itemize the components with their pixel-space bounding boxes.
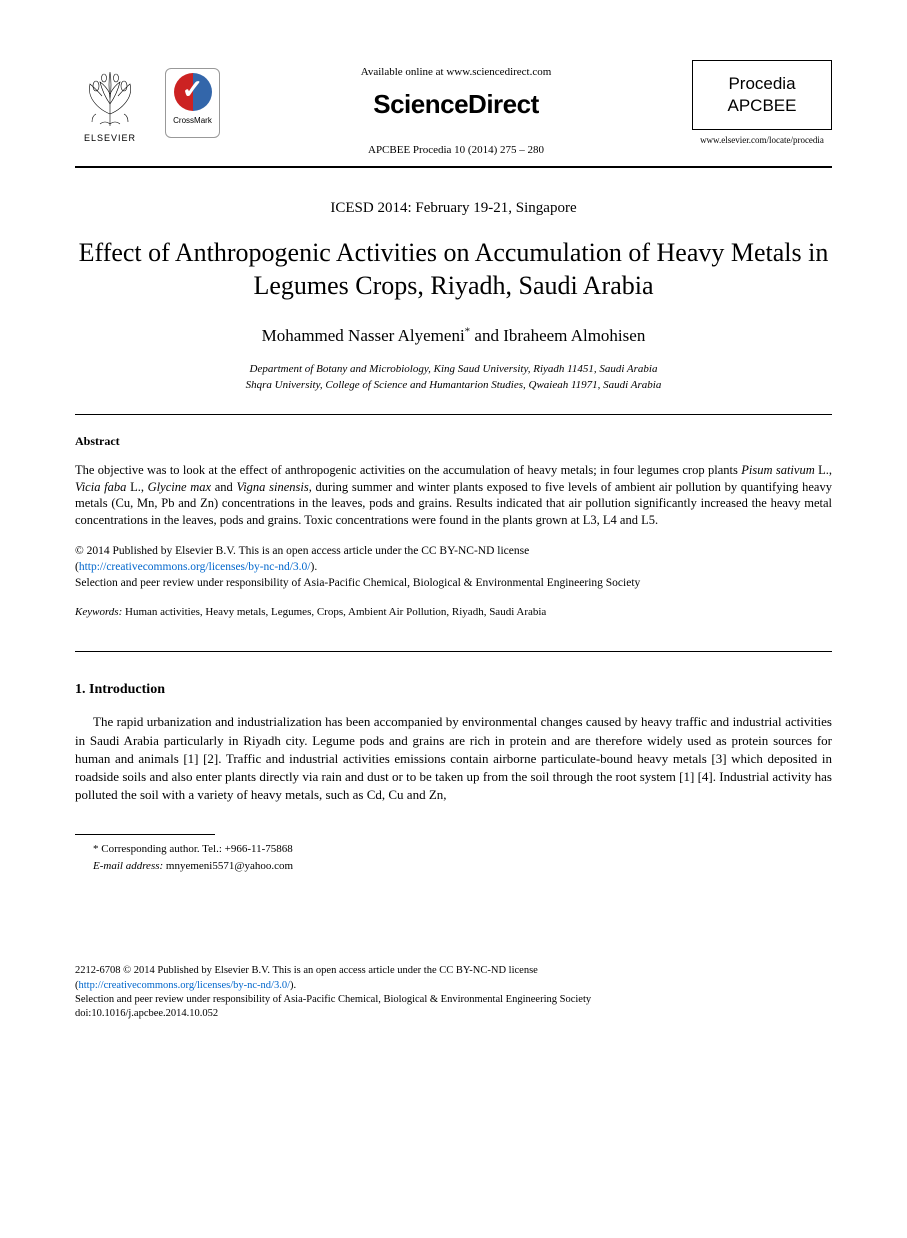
copyright-line1: © 2014 Published by Elsevier B.V. This i… bbox=[75, 543, 832, 559]
copyright-block: © 2014 Published by Elsevier B.V. This i… bbox=[75, 543, 832, 591]
affiliation-2: Shqra University, College of Science and… bbox=[75, 378, 832, 394]
crossmark-label: CrossMark bbox=[173, 115, 212, 126]
authors-text: Mohammed Nasser Alyemeni* and Ibraheem A… bbox=[262, 326, 646, 345]
elsevier-locate-url: www.elsevier.com/locate/procedia bbox=[692, 134, 832, 147]
conference-line: ICESD 2014: February 19-21, Singapore bbox=[75, 198, 832, 219]
affiliations: Department of Botany and Microbiology, K… bbox=[75, 362, 832, 394]
procedia-line1: Procedia bbox=[701, 73, 823, 95]
species-2: Vicia faba bbox=[75, 480, 126, 494]
procedia-line2: APCBEE bbox=[701, 95, 823, 117]
header-center: Available online at www.sciencedirect.co… bbox=[220, 60, 692, 158]
species-3: Glycine max bbox=[148, 480, 211, 494]
intro-paragraph: The rapid urbanization and industrializa… bbox=[75, 713, 832, 804]
footer-license-link[interactable]: http://creativecommons.org/licenses/by-n… bbox=[79, 980, 291, 991]
species-1: Pisum sativum bbox=[741, 463, 815, 477]
copyright-line2: (http://creativecommons.org/licenses/by-… bbox=[75, 559, 832, 575]
elsevier-label: ELSEVIER bbox=[84, 132, 136, 145]
procedia-box: Procedia APCBEE bbox=[692, 60, 832, 130]
keywords-line: Keywords: Human activities, Heavy metals… bbox=[75, 605, 832, 620]
affiliation-rule bbox=[75, 414, 832, 415]
corresponding-author: * Corresponding author. Tel.: +966-11-75… bbox=[93, 841, 832, 858]
crossmark-icon: ✓ bbox=[174, 73, 212, 111]
elsevier-tree-icon bbox=[78, 64, 143, 129]
footer-block: 2212-6708 © 2014 Published by Elsevier B… bbox=[75, 964, 832, 1021]
email-line: E-mail address: mnyemeni5571@yahoo.com bbox=[93, 858, 832, 875]
elsevier-logo: ELSEVIER bbox=[75, 60, 145, 145]
authors-line: Mohammed Nasser Alyemeni* and Ibraheem A… bbox=[75, 324, 832, 348]
header-left-logos: ELSEVIER ✓ CrossMark bbox=[75, 60, 220, 145]
journal-reference: APCBEE Procedia 10 (2014) 275 – 280 bbox=[220, 143, 692, 158]
footer-issn-line: 2212-6708 © 2014 Published by Elsevier B… bbox=[75, 964, 832, 978]
species-4: Vigna sinensis bbox=[237, 480, 309, 494]
footer-peer-review: Selection and peer review under responsi… bbox=[75, 993, 832, 1007]
keywords-label: Keywords: bbox=[75, 606, 122, 618]
keywords-text: Human activities, Heavy metals, Legumes,… bbox=[122, 606, 546, 618]
section-1-heading: 1. Introduction bbox=[75, 680, 832, 700]
header-right: Procedia APCBEE www.elsevier.com/locate/… bbox=[692, 60, 832, 147]
email-value: mnyemeni5571@yahoo.com bbox=[163, 860, 293, 872]
abstract-heading: Abstract bbox=[75, 433, 832, 450]
footnote-separator bbox=[75, 834, 215, 835]
footnotes: * Corresponding author. Tel.: +966-11-75… bbox=[75, 841, 832, 874]
footer-license-line: (http://creativecommons.org/licenses/by-… bbox=[75, 979, 832, 993]
header-rule bbox=[75, 166, 832, 168]
abstract-text: The objective was to look at the effect … bbox=[75, 462, 832, 530]
email-label: E-mail address: bbox=[93, 860, 163, 872]
crossmark-logo[interactable]: ✓ CrossMark bbox=[165, 68, 220, 138]
affiliation-1: Department of Botany and Microbiology, K… bbox=[75, 362, 832, 378]
article-title: Effect of Anthropogenic Activities on Ac… bbox=[75, 237, 832, 302]
page-header: ELSEVIER ✓ CrossMark Available online at… bbox=[75, 60, 832, 158]
license-link[interactable]: http://creativecommons.org/licenses/by-n… bbox=[79, 561, 311, 573]
available-online-text: Available online at www.sciencedirect.co… bbox=[220, 65, 692, 80]
copyright-line3: Selection and peer review under responsi… bbox=[75, 575, 832, 591]
abstract-pre: The objective was to look at the effect … bbox=[75, 463, 741, 477]
sciencedirect-logo: ScienceDirect bbox=[220, 86, 692, 122]
footer-doi: doi:10.1016/j.apcbee.2014.10.052 bbox=[75, 1007, 832, 1021]
